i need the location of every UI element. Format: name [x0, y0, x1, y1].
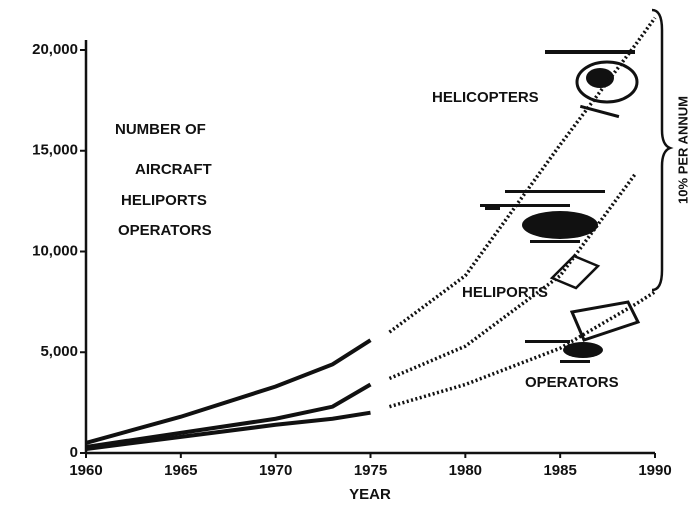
line-solid [85, 410, 371, 451]
y-tick-label: 20,000 [32, 41, 78, 58]
series-label: HELICOPTERS [432, 89, 539, 106]
x-tick-label: 1980 [449, 462, 482, 479]
line-projection [388, 290, 656, 409]
y-tick-label: 0 [70, 444, 78, 461]
x-tick-label: 1975 [354, 462, 387, 479]
x-tick-label: 1965 [164, 462, 197, 479]
brace [651, 8, 674, 292]
y-tick-label: 10,000 [32, 242, 78, 259]
y-axis-label: OPERATORS [118, 222, 212, 239]
line-solid [85, 338, 372, 445]
y-tick-label: 5,000 [40, 343, 78, 360]
x-tick-label: 1970 [259, 462, 292, 479]
growth-annotation: 10% PER ANNUM [675, 96, 690, 204]
line-projection [388, 16, 657, 334]
x-tick-label: 1990 [638, 462, 671, 479]
helicopter-icon [480, 50, 641, 363]
y-axis-label: NUMBER OF [115, 121, 206, 138]
line-projection [388, 171, 638, 381]
line-solid [85, 382, 372, 449]
y-axis-label: AIRCRAFT [135, 161, 212, 178]
x-tick-label: 1960 [69, 462, 102, 479]
series-label: HELIPORTS [462, 284, 548, 301]
x-tick-label: 1985 [543, 462, 576, 479]
x-axis-label: YEAR [349, 486, 391, 503]
series-label: OPERATORS [525, 374, 619, 391]
y-tick-label: 15,000 [32, 142, 78, 159]
y-axis-label: HELIPORTS [121, 192, 207, 209]
